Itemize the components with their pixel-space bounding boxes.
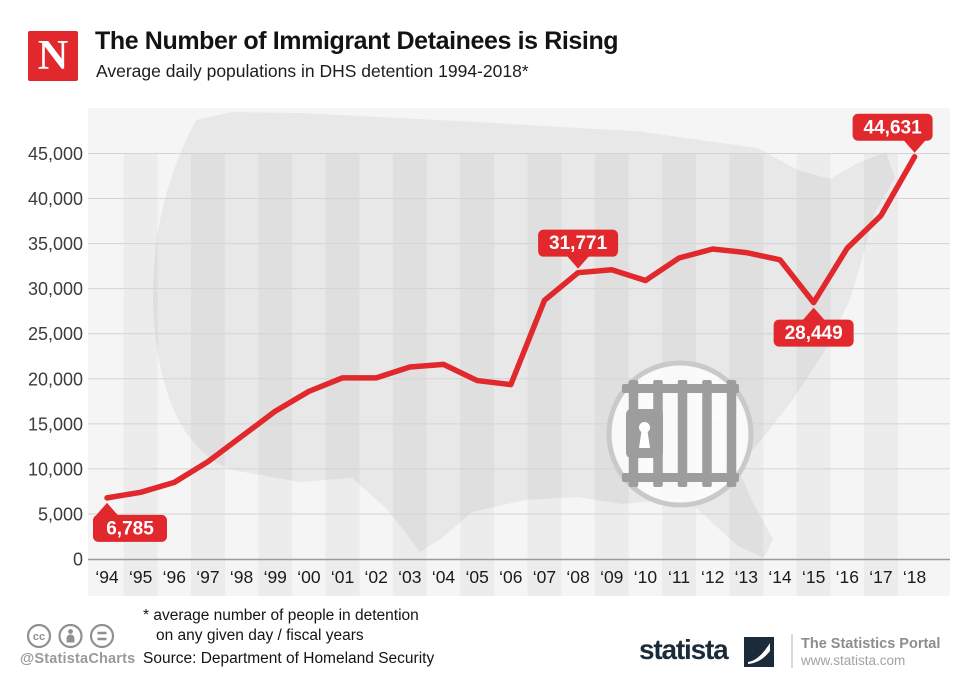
column-stripe bbox=[393, 153, 427, 596]
x-axis-label: ‘95 bbox=[129, 567, 152, 587]
annotation-value: 28,449 bbox=[785, 323, 843, 344]
x-axis-label: ‘94 bbox=[95, 567, 119, 587]
y-axis-label: 45,000 bbox=[28, 144, 83, 164]
column-stripe bbox=[191, 153, 225, 596]
jail-keyhole-stem bbox=[639, 431, 650, 448]
detainee-trend-line bbox=[104, 154, 918, 501]
x-axis-label: ‘13 bbox=[735, 567, 758, 587]
page-subtitle: Average daily populations in DHS detenti… bbox=[96, 61, 529, 81]
column-stripe bbox=[797, 153, 831, 596]
cc-icon: cc bbox=[26, 623, 52, 649]
newsweek-logo-letter: N bbox=[37, 33, 69, 79]
annotation-pointer bbox=[567, 256, 590, 269]
y-axis-label: 10,000 bbox=[28, 459, 83, 479]
annotation-pointer bbox=[903, 140, 926, 153]
x-axis-label: ‘99 bbox=[264, 567, 287, 587]
x-axis-label: ‘12 bbox=[701, 567, 724, 587]
column-stripe bbox=[527, 153, 561, 596]
attribution-icon bbox=[58, 623, 83, 649]
x-axis-label: ‘10 bbox=[634, 567, 658, 587]
x-axis-label: ‘05 bbox=[465, 567, 488, 587]
x-axis-label: ‘06 bbox=[499, 567, 522, 587]
y-axis-label: 40,000 bbox=[28, 189, 83, 209]
column-stripe bbox=[326, 153, 360, 596]
x-axis-label: ‘04 bbox=[432, 567, 456, 587]
footnote-line-2: on any given day / fiscal years bbox=[156, 627, 364, 644]
statista-logo-icon bbox=[744, 637, 774, 667]
y-axis-label: 30,000 bbox=[28, 279, 83, 299]
annotation-pointer bbox=[96, 502, 118, 516]
annotation-badge bbox=[93, 514, 167, 542]
column-stripe bbox=[258, 153, 292, 596]
footnote-line-1: * average number of people in detention bbox=[143, 607, 419, 624]
x-axis-label: ‘09 bbox=[600, 567, 623, 587]
jail-keyhole bbox=[639, 422, 650, 433]
brand-url: www.statista.com bbox=[801, 653, 906, 668]
jail-bar-vertical bbox=[726, 380, 737, 487]
page-title: The Number of Immigrant Detainees is Ris… bbox=[95, 27, 619, 55]
annotation-badge bbox=[773, 319, 854, 347]
x-axis-label: ‘14 bbox=[768, 567, 792, 587]
column-stripe bbox=[595, 153, 629, 596]
statista-wordmark: statista bbox=[639, 634, 729, 665]
brand-divider bbox=[791, 634, 793, 668]
annotation-value: 31,771 bbox=[549, 233, 608, 254]
x-axis-label: ‘07 bbox=[533, 567, 556, 587]
x-axis-label: ‘02 bbox=[365, 567, 388, 587]
x-axis-label: ‘97 bbox=[196, 567, 219, 587]
newsweek-logo: N bbox=[28, 31, 78, 81]
x-axis-label: ‘11 bbox=[668, 567, 690, 587]
y-axis-label: 0 bbox=[73, 550, 83, 570]
x-axis-label: ‘18 bbox=[903, 567, 926, 587]
license-icons: cc bbox=[26, 623, 115, 649]
jail-bar-vertical bbox=[677, 380, 688, 487]
column-stripe bbox=[729, 153, 763, 596]
y-axis-label: 5,000 bbox=[38, 504, 83, 524]
x-axis-label: ‘17 bbox=[869, 567, 892, 587]
x-axis-label: ‘08 bbox=[566, 567, 589, 587]
x-axis-label: ‘03 bbox=[398, 567, 421, 587]
y-axis-label: 20,000 bbox=[28, 369, 83, 389]
equals-icon bbox=[89, 623, 115, 649]
statista-charts-handle: @StatistaCharts bbox=[20, 651, 136, 667]
x-axis-label: ‘15 bbox=[802, 567, 825, 587]
annotation-value: 44,631 bbox=[864, 117, 923, 138]
x-axis-label: ‘96 bbox=[163, 567, 186, 587]
annotation-value: 6,785 bbox=[106, 518, 154, 539]
y-axis-label: 35,000 bbox=[28, 234, 83, 254]
annotation-badge bbox=[538, 229, 619, 257]
plot-background bbox=[88, 108, 950, 596]
y-axis-label: 15,000 bbox=[28, 414, 83, 434]
x-axis-label: ‘01 bbox=[331, 567, 354, 587]
x-axis-label: ‘00 bbox=[297, 567, 321, 587]
x-axis-label: ‘98 bbox=[230, 567, 253, 587]
jail-bar-vertical bbox=[702, 380, 712, 487]
annotation-badge bbox=[852, 113, 933, 141]
annotation-pointer bbox=[802, 307, 825, 321]
brand-tagline: The Statistics Portal bbox=[801, 636, 941, 652]
x-axis-label: ‘16 bbox=[836, 567, 859, 587]
y-axis-label: 25,000 bbox=[28, 324, 83, 344]
source-note: Source: Department of Homeland Security bbox=[143, 650, 435, 667]
svg-text:cc: cc bbox=[33, 631, 45, 643]
